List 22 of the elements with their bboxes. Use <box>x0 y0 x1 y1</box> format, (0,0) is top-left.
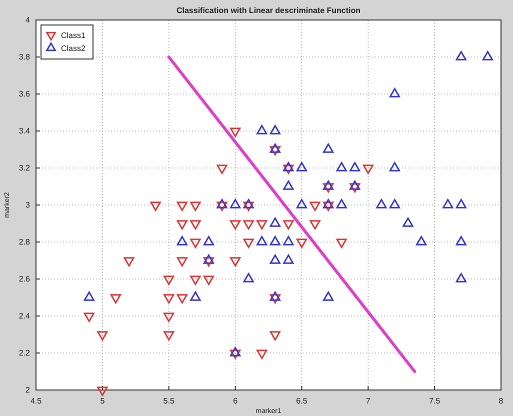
legend-label: Class1 <box>61 31 86 40</box>
x-tick-label: 5 <box>100 396 106 406</box>
y-tick-label: 3.4 <box>18 126 31 136</box>
x-tick-label: 7 <box>366 396 371 406</box>
y-tick-label: 2.2 <box>18 348 31 358</box>
x-tick-label: 4.5 <box>30 396 42 406</box>
y-tick-label: 3.6 <box>18 90 31 99</box>
x-tick-label: 6.5 <box>296 396 308 406</box>
x-tick-label: 8 <box>498 396 504 406</box>
y-tick-label: 2.6 <box>18 274 31 284</box>
y-tick-label: 4 <box>26 16 31 25</box>
legend-label: Class2 <box>61 44 86 53</box>
x-tick-label: 6 <box>233 396 238 406</box>
y-tick-label: 2 <box>26 386 31 395</box>
x-tick-label: 5.5 <box>163 396 175 406</box>
y-tick-label: 3.2 <box>18 164 31 173</box>
y-tick-label: 2.4 <box>18 312 31 321</box>
y-tick-label: 3.8 <box>18 52 31 62</box>
chart-title: Classification with Linear descriminate Function <box>176 6 361 15</box>
y-tick-label: 3 <box>26 200 31 210</box>
y-tick-label: 2.8 <box>18 238 31 247</box>
x-tick-label: 7.5 <box>429 396 441 406</box>
